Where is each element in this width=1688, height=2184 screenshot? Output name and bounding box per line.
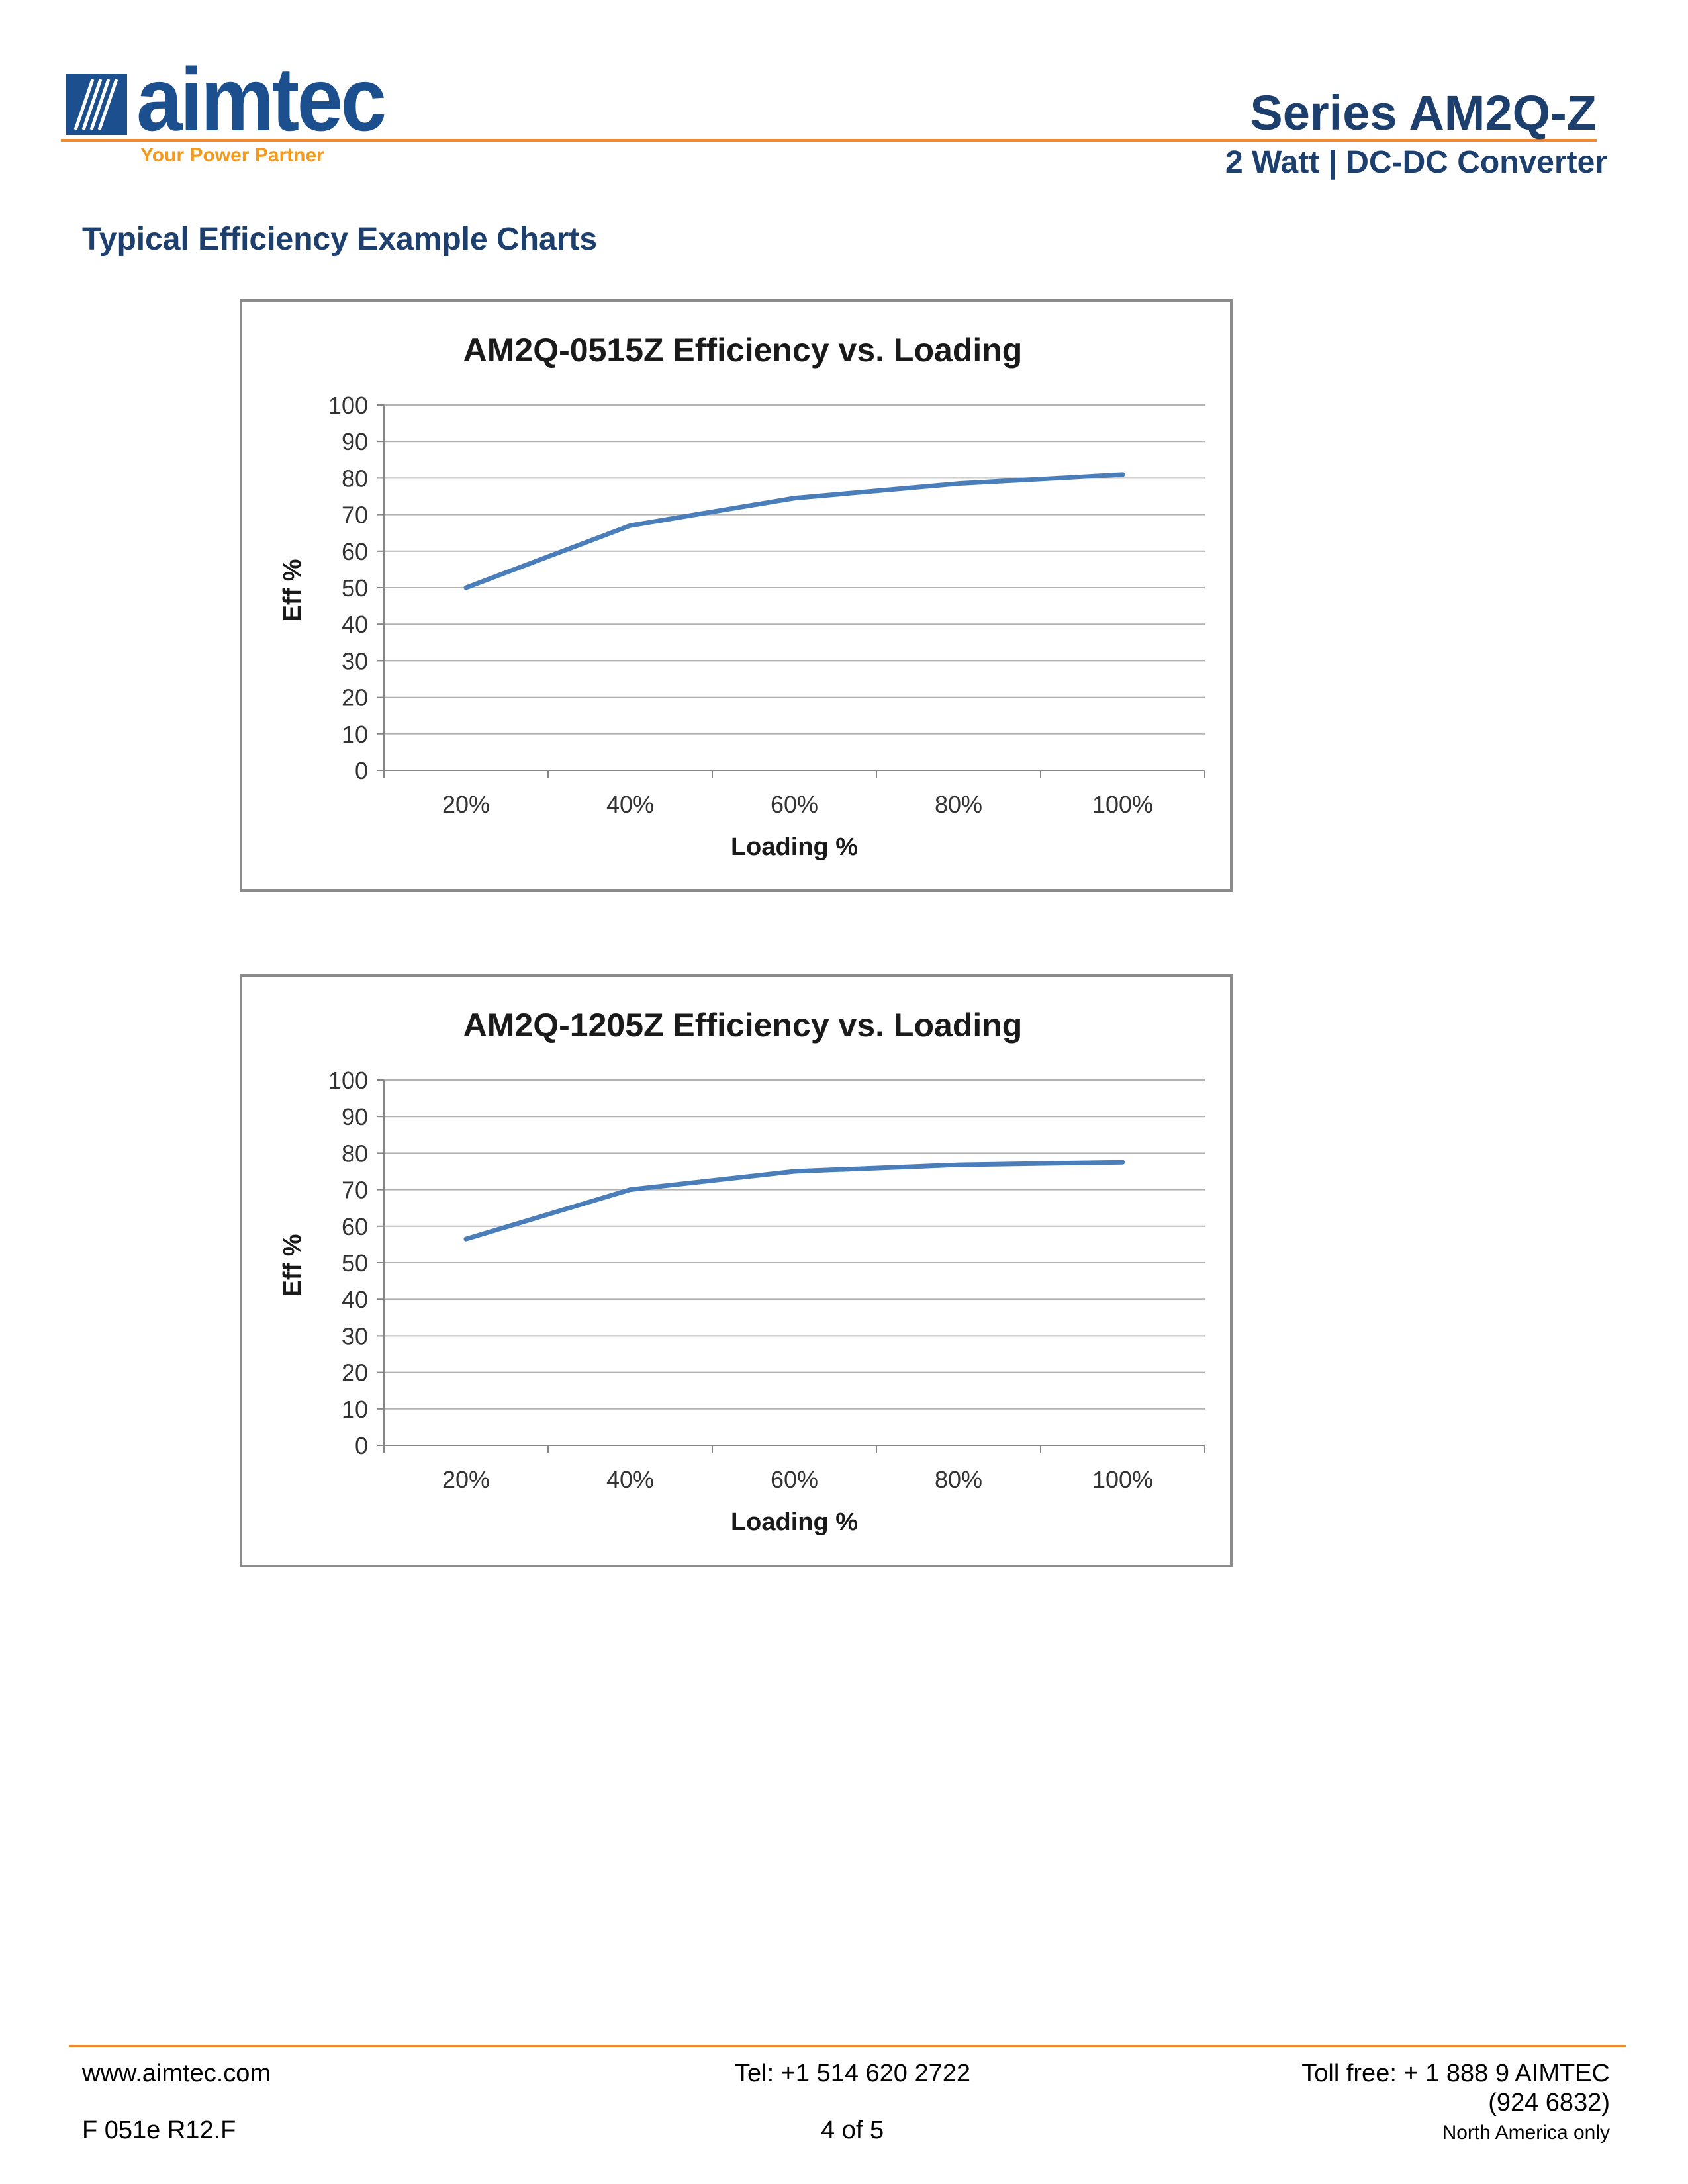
efficiency-chart-1205z: AM2Q-1205Z Efficiency vs. Loading 0 10 20 30… — [240, 974, 1233, 1567]
y-tick-label: 80 — [342, 1140, 368, 1167]
x-tick-label: 60% — [771, 791, 818, 818]
x-axis-label: Loading % — [731, 1508, 858, 1536]
data-point — [465, 1238, 467, 1241]
chart-title: AM2Q-1205Z Efficiency vs. Loading — [463, 1007, 1023, 1044]
y-tick-label: 60 — [342, 1213, 368, 1240]
logo-mark-icon — [66, 74, 127, 135]
y-tick-label: 80 — [342, 465, 368, 492]
chart-svg: AM2Q-1205Z Efficiency vs. Loading 0 10 20 30… — [279, 1007, 1205, 1536]
section-title: Typical Efficiency Example Charts — [82, 222, 598, 257]
y-tick-label: 70 — [342, 1177, 368, 1204]
data-point — [793, 1170, 796, 1173]
x-tick-label: 60% — [771, 1466, 818, 1493]
y-tick-label: 30 — [342, 1322, 368, 1349]
y-tick-label: 20 — [342, 684, 368, 711]
y-tick-label: 50 — [342, 574, 368, 602]
efficiency-chart-0515z: AM2Q-0515Z Efficiency vs. Loading 0 10 20 30… — [240, 299, 1233, 892]
y-tick-label: 40 — [342, 1286, 368, 1313]
series-subtitle: 2 Watt | DC-DC Converter — [1225, 145, 1607, 180]
footer-page-number: 4 of 5 — [821, 2116, 884, 2144]
footer-tel: Tel: +1 514 620 2722 — [735, 2060, 971, 2087]
data-point — [465, 586, 467, 589]
chart-title: AM2Q-0515Z Efficiency vs. Loading — [463, 332, 1023, 369]
footer-region: North America only — [1442, 2122, 1610, 2144]
y-tick-label: 90 — [342, 1103, 368, 1130]
data-point — [793, 496, 796, 500]
x-tick-label: 100% — [1092, 791, 1153, 818]
y-axis-label: Eff % — [279, 559, 306, 622]
y-tick-label: 100 — [328, 392, 368, 419]
y-tick-label: 20 — [342, 1359, 368, 1387]
y-tick-label: 0 — [355, 1432, 368, 1459]
footer-tollfree: Toll free: + 1 888 9 AIMTEC — [1301, 2060, 1610, 2087]
x-tick-label: 80% — [935, 791, 982, 818]
y-tick-label: 70 — [342, 502, 368, 529]
y-axis-label: Eff % — [279, 1234, 306, 1297]
y-tick-label: 60 — [342, 538, 368, 565]
data-point — [629, 1188, 632, 1191]
y-tick-label: 0 — [355, 757, 368, 784]
y-tick-label: 30 — [342, 647, 368, 674]
y-tick-label: 100 — [328, 1067, 368, 1094]
footer-form-code: F 051e R12.F — [82, 2116, 236, 2144]
y-tick-label: 90 — [342, 428, 368, 455]
logo-tagline: Your Power Partner — [140, 144, 324, 166]
data-point — [1121, 1161, 1124, 1164]
series-line — [463, 472, 1125, 590]
x-tick-label: 40% — [606, 1466, 654, 1493]
x-tick-label: 80% — [935, 1466, 982, 1493]
data-point — [629, 524, 632, 527]
data-point — [957, 1163, 960, 1167]
x-tick-label: 20% — [442, 791, 490, 818]
y-tick-label: 10 — [342, 721, 368, 748]
footer-divider — [69, 2045, 1626, 2047]
y-tick-label: 40 — [342, 611, 368, 638]
footer-website[interactable]: www.aimtec.com — [82, 2060, 271, 2087]
aimtec-logo: aimtec Your Power Partner — [66, 54, 387, 172]
series-title: Series AM2Q-Z — [1250, 85, 1597, 140]
data-point — [957, 482, 960, 485]
y-tick-label: 50 — [342, 1250, 368, 1277]
series-line — [463, 1160, 1125, 1242]
x-axis-label: Loading % — [731, 833, 858, 861]
y-tick-label: 10 — [342, 1396, 368, 1423]
data-point — [1121, 473, 1124, 476]
chart-svg: AM2Q-0515Z Efficiency vs. Loading 0 10 20 30… — [279, 332, 1205, 861]
x-tick-label: 100% — [1092, 1466, 1153, 1493]
footer-tollfree-digits: (924 6832) — [1488, 2089, 1610, 2116]
logo-wordmark: aimtec — [136, 49, 387, 150]
header-divider — [61, 139, 1597, 142]
x-tick-label: 20% — [442, 1466, 490, 1493]
x-tick-label: 40% — [606, 791, 654, 818]
